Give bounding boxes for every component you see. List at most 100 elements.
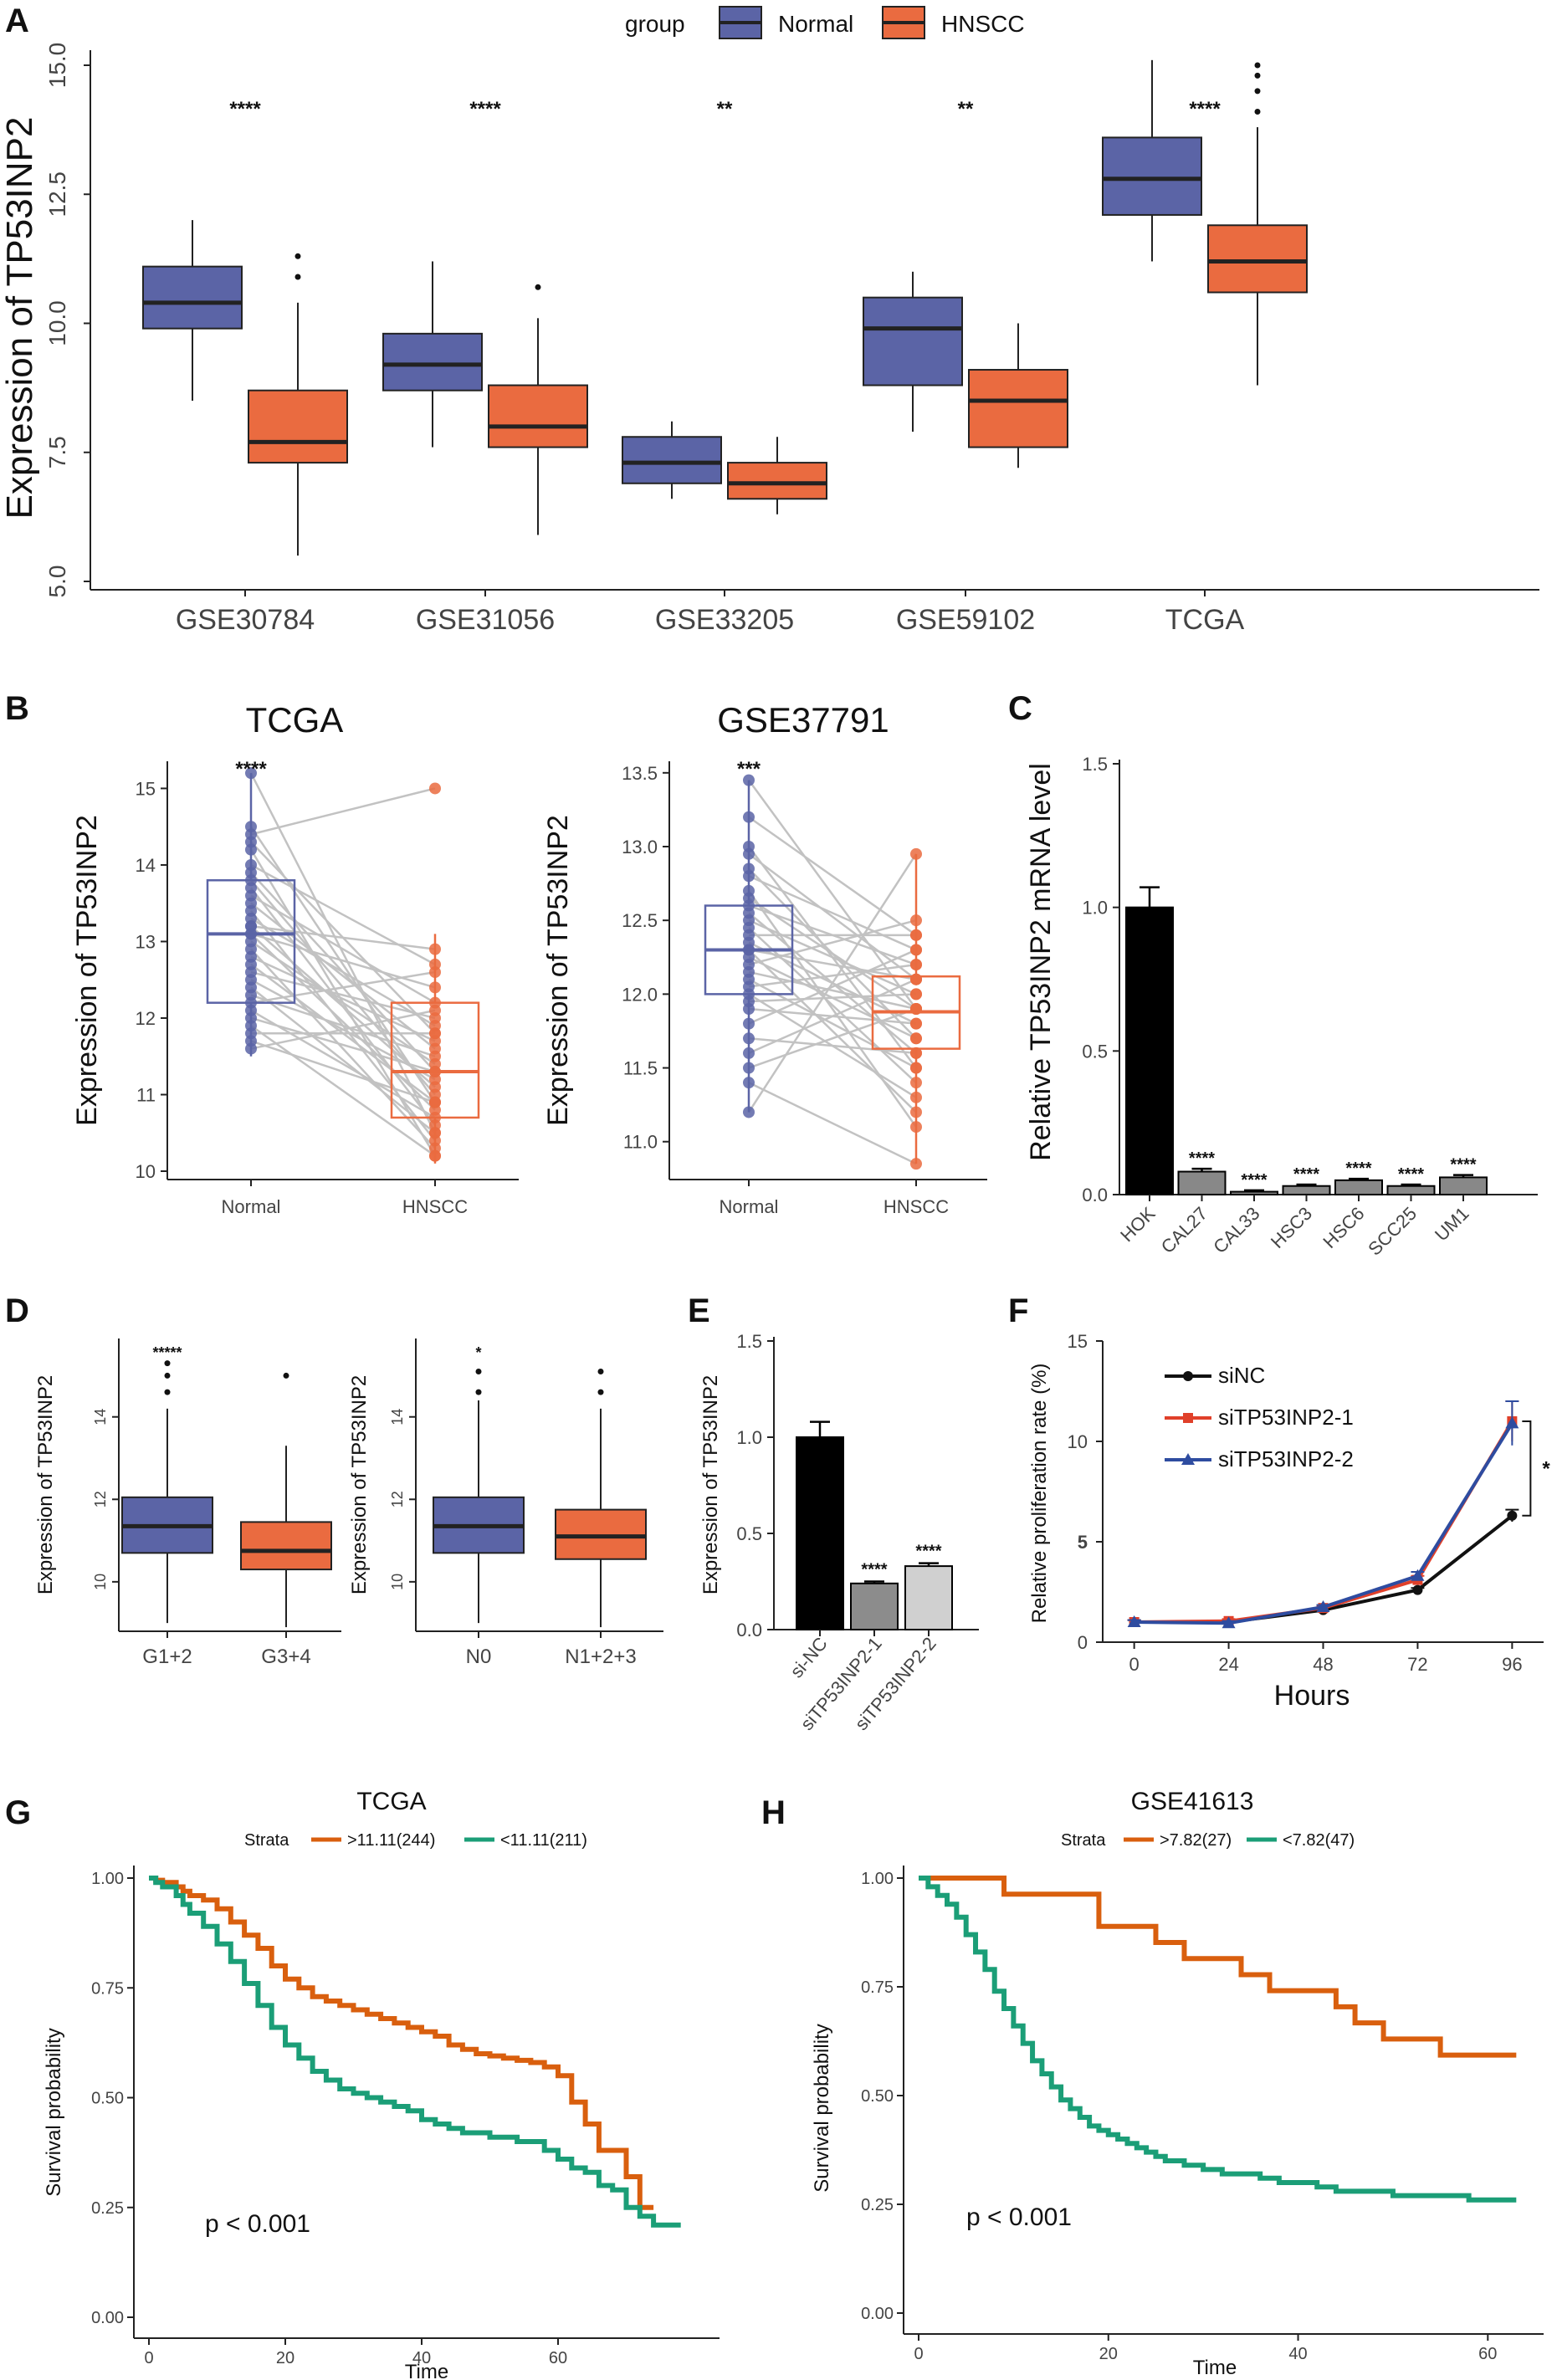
c-bar-6	[1439, 1176, 1488, 1196]
b2-ytick-label-1: 11.5	[623, 1058, 658, 1079]
panel-h: GSE41613 Strata >7.82(27) <7.82(47) Surv…	[811, 1788, 1544, 2379]
e-xtick-label-0: si-NC	[786, 1633, 832, 1681]
b1-hnscc-point-30	[429, 782, 441, 795]
c-sig-4: ****	[1345, 1159, 1371, 1178]
b1-hnscc-point-24	[429, 1111, 441, 1123]
title-g: TCGA	[356, 1788, 426, 1815]
c-bar-3	[1282, 1185, 1331, 1195]
f-ytick-label-0: 0	[1078, 1632, 1088, 1653]
d2-xtick-label-1: N1+2+3	[565, 1646, 636, 1668]
b2-pair-line-11	[748, 927, 917, 1084]
d1-box-0-outlier-2	[164, 1360, 171, 1367]
d1-sig: *****	[152, 1344, 182, 1361]
d2-box-1-outlier-0	[597, 1389, 604, 1395]
h-xtick-label-0: 0	[914, 2345, 923, 2363]
axis-a-ylabel: Expression of TP53INP2	[0, 117, 40, 520]
g-km-curve-0	[149, 1876, 654, 2210]
f-point-0-3	[1412, 1584, 1423, 1595]
panel-letter-a: A	[5, 3, 29, 39]
f-xtick-label-1: 24	[1218, 1654, 1238, 1675]
a-sig-3: **	[958, 98, 974, 120]
b2-pair-line-27	[748, 1007, 917, 1069]
b2-normal-point-27	[743, 1062, 755, 1074]
h-ytick-label-1: 0.25	[861, 2196, 894, 2214]
c-xtick-label-2: CAL33	[1209, 1203, 1263, 1257]
legend-f-sinc-marker	[1183, 1371, 1193, 1381]
g-plot	[149, 1876, 681, 2228]
panel-letter-f: F	[1008, 1292, 1028, 1329]
h-ytick-label-0: 0.00	[861, 2305, 894, 2323]
b1-hnscc-point-27	[429, 1027, 441, 1040]
b1-pair-line-21	[250, 986, 436, 1134]
h-km-curve-0	[919, 1876, 1517, 2058]
b2-ytick-label-0: 11.0	[623, 1132, 658, 1153]
a-normal-3-box	[863, 296, 963, 386]
b2-hnscc-point-6	[910, 1121, 922, 1134]
b1-pair-line-23	[250, 970, 436, 1004]
pvalue-g: p < 0.001	[205, 2210, 310, 2238]
f-ytick-label-1: 5	[1078, 1532, 1088, 1553]
c-ytick-label-2: 1.0	[1082, 898, 1108, 919]
c-sig-2: ****	[1241, 1171, 1267, 1190]
d2-box-0-outlier-1	[475, 1369, 482, 1374]
f-xtick-label-4: 96	[1502, 1654, 1522, 1675]
f-ytick-label-3: 15	[1068, 1331, 1088, 1352]
b2-hnscc-point-23	[910, 1017, 922, 1030]
b2-pair-line-14	[748, 949, 917, 1113]
b2-hnscc-point-27	[910, 1003, 922, 1015]
c-bar-2	[1230, 1190, 1278, 1195]
c-sig-3: ****	[1293, 1165, 1319, 1184]
b2-normal-point-29	[743, 1106, 755, 1118]
b2-hnscc-point-20	[910, 959, 922, 971]
legend-f-si1-label: siTP53INP2-1	[1218, 1405, 1354, 1430]
a-hnscc-2-box	[727, 462, 827, 500]
c-bar-5	[1386, 1185, 1436, 1195]
b1-hnscc-point-14	[429, 981, 441, 994]
panel-letter-b: B	[5, 690, 29, 727]
b2-pair-line-7	[748, 897, 917, 1011]
g-km-curve-1	[149, 1876, 681, 2228]
b1-ytick-label-0: 10	[136, 1161, 156, 1182]
b2-sig: ***	[737, 758, 761, 781]
legend-a-normal-label: Normal	[778, 11, 853, 37]
legend-h-title: Strata	[1061, 1831, 1106, 1850]
f-sig-bracket	[1522, 1420, 1532, 1517]
b2-yticks: 11.0 11.5 12.0 12.5 13.0 13.5	[622, 763, 669, 1153]
b2-normal-point-28	[743, 1077, 755, 1089]
g-ticks: 0.00 0.25 0.50 0.75 1.00 0 20 40 60	[91, 1870, 567, 2367]
b1-pair-line-12	[250, 925, 436, 1088]
e-yticks: 0.0 0.5 1.0 1.5	[736, 1331, 774, 1640]
b1-plot: Normal HNSCC ****	[206, 758, 480, 1217]
b1-pair-line-31	[250, 924, 436, 950]
b1-hnscc-point-29	[429, 1004, 441, 1016]
b1-pair-line-24	[250, 1009, 436, 1119]
a-xtick-label-4: TCGA	[1165, 604, 1245, 636]
a-xtick-label-3: GSE59102	[896, 604, 1035, 636]
panel-c: Relative TP53INP2 mRNA level 0.0 0.5 1.0 1.…	[1025, 754, 1538, 1260]
panel-a: group Normal HNSCC Expression of TP53INP…	[0, 6, 1539, 636]
f-point-2-0	[1127, 1615, 1141, 1627]
b1-xtick-label-1: HNSCC	[402, 1196, 468, 1217]
b2-pair-line-20	[748, 963, 917, 988]
g-ytick-label-4: 1.00	[91, 1870, 124, 1888]
b2-hnscc-point-22	[910, 988, 922, 1001]
axis-f-ylabel: Relative proliferation rate (%)	[1028, 1364, 1051, 1624]
panel-letter-g: G	[5, 1794, 31, 1831]
d1-xtick-label-0: G1+2	[142, 1646, 192, 1668]
panel-g: TCGA Strata >11.11(244) <11.11(211) Surv…	[43, 1788, 720, 2380]
axis-b2-ylabel: Expression of TP53INP2	[542, 815, 574, 1126]
b1-pair-line-26	[250, 1025, 436, 1157]
e-bar-0	[796, 1436, 844, 1630]
c-bar-0	[1125, 906, 1174, 1195]
axis-d1-ylabel: Expression of TP53INP2	[34, 1375, 57, 1594]
b1-pair-line-22	[250, 994, 436, 1057]
h-ytick-label-4: 1.00	[861, 1870, 894, 1888]
c-xtick-label-5: SCC25	[1364, 1203, 1421, 1260]
a-sig-1: ****	[469, 98, 501, 120]
h-km-curve-1	[919, 1876, 1517, 2203]
a-hnscc-4-outlier-1	[1254, 88, 1261, 95]
a-hnscc-4-outlier-3	[1254, 62, 1261, 69]
legend-h-high-label: >7.82(27)	[1160, 1831, 1232, 1850]
b2-xtick-label-1: HNSCC	[883, 1196, 949, 1217]
